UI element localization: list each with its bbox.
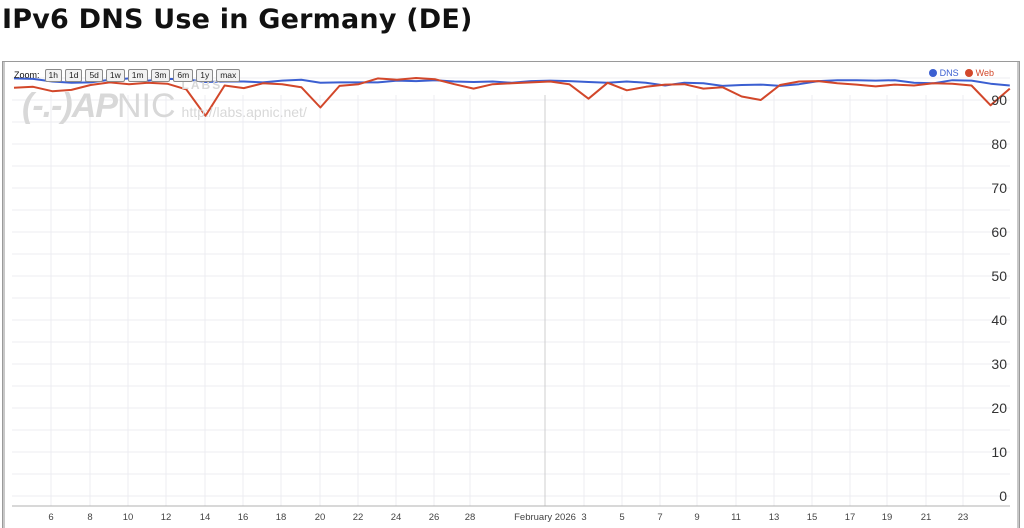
x-tick-label: 9	[694, 512, 700, 523]
y-tick-label: 60	[991, 224, 1007, 240]
y-tick-label: 0	[999, 488, 1007, 504]
x-tick-label: 12	[160, 512, 172, 523]
x-tick-label: 8	[87, 512, 93, 523]
legend-label-dns: DNS	[939, 68, 959, 78]
x-tick-label: 18	[275, 512, 287, 523]
x-tick-label: 16	[237, 512, 249, 523]
legend-label-web: Web	[975, 68, 994, 78]
zoom-label: Zoom:	[14, 70, 40, 80]
x-tick-label: 13	[768, 512, 780, 523]
zoom-1h-button[interactable]: 1h	[44, 68, 62, 82]
legend-item-dns[interactable]: DNS	[928, 68, 959, 78]
y-tick-label: 20	[991, 400, 1007, 416]
page-title: IPv6 DNS Use in Germany (DE)	[2, 4, 473, 35]
x-tick-label: 22	[352, 512, 364, 523]
y-tick-label: 80	[991, 136, 1007, 152]
legend-item-web[interactable]: Web	[964, 68, 994, 78]
y-tick-label: 30	[991, 356, 1007, 372]
zoom-1d-button[interactable]: 1d	[64, 68, 83, 82]
x-tick-label: 6	[48, 512, 54, 523]
zoom-6m-button[interactable]: 6m	[173, 68, 194, 82]
zoom-3m-button[interactable]: 3m	[150, 68, 171, 82]
chart-legend: DNS Web	[928, 68, 994, 78]
zoom-5d-button[interactable]: 5d	[85, 68, 103, 82]
y-tick-label: 10	[991, 444, 1007, 460]
x-tick-label: 20	[314, 512, 326, 523]
x-tick-label: 21	[920, 512, 932, 523]
y-tick-label: 70	[991, 180, 1007, 196]
x-tick-label: 17	[844, 512, 856, 523]
y-tick-label: 50	[991, 268, 1007, 284]
x-tick-label: 14	[199, 512, 211, 523]
x-tick-label: 24	[390, 512, 402, 523]
zoom-1y-button[interactable]: 1y	[196, 68, 214, 82]
zoom-max-button[interactable]: max	[216, 68, 241, 82]
x-tick-label: 19	[881, 512, 893, 523]
x-tick-label: 11	[731, 512, 741, 523]
x-tick-label: 5	[619, 512, 625, 523]
web-series-dot-icon	[964, 69, 973, 77]
x-tick-label: February 2026	[514, 512, 576, 523]
x-tick-label: 15	[806, 512, 818, 523]
zoom-1w-button[interactable]: 1w	[105, 68, 125, 82]
zoom-range-selector: Zoom: 1h 1d 5d 1w 1m 3m 6m 1y max	[14, 68, 241, 82]
x-tick-label: 10	[122, 512, 134, 523]
y-tick-label: 90	[991, 92, 1007, 108]
x-tick-label: 3	[581, 512, 587, 523]
y-tick-label: 40	[991, 312, 1007, 328]
x-tick-label: 26	[428, 512, 440, 523]
series-line-web[interactable]	[13, 77, 1011, 117]
zoom-1m-button[interactable]: 1m	[127, 68, 148, 82]
x-tick-label: 23	[957, 512, 969, 523]
x-tick-label: 28	[464, 512, 476, 523]
x-tick-label: 7	[657, 512, 663, 523]
dns-series-dot-icon	[928, 69, 937, 77]
